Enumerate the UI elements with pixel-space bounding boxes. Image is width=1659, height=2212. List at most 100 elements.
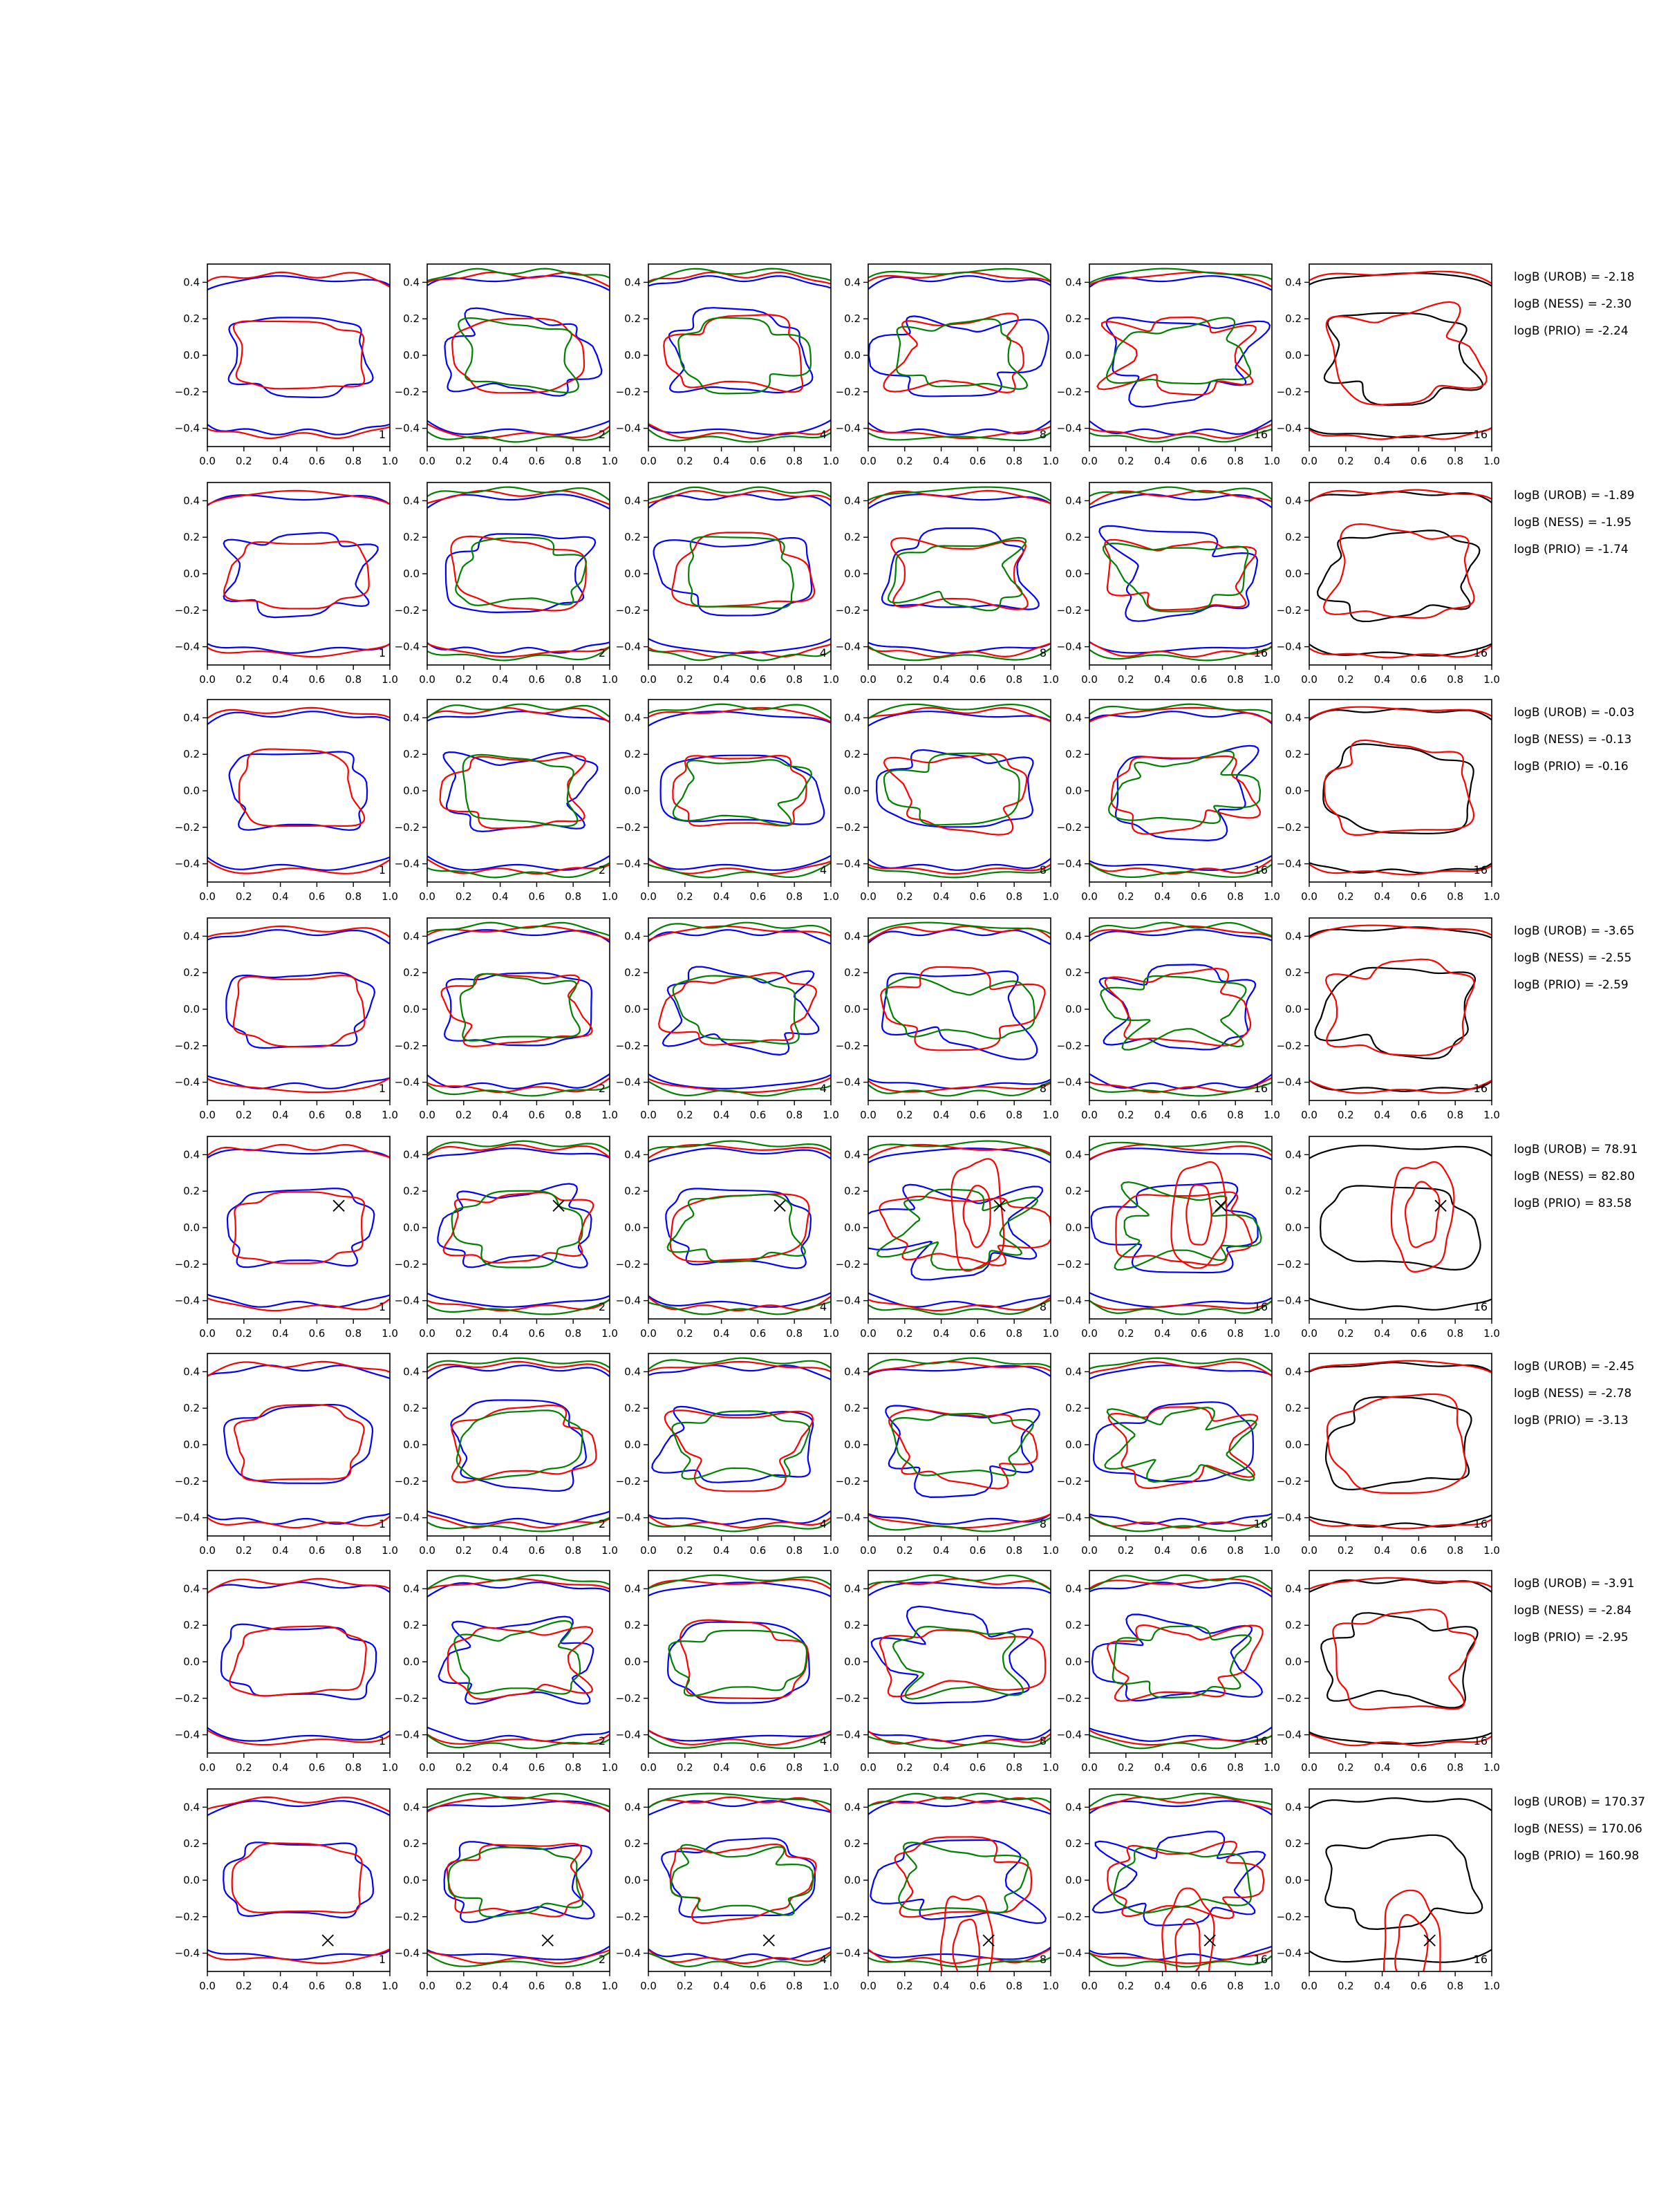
x-tick-label: 0.8	[345, 1544, 362, 1557]
contour-green	[648, 1140, 831, 1152]
x-tick-label: 0.6	[749, 1327, 766, 1340]
y-tick-label: 0.0	[403, 1438, 420, 1451]
x-marker	[993, 1199, 1006, 1212]
x-tick-label: 0.4	[1374, 1109, 1391, 1121]
x-tick-label: 1.0	[1483, 673, 1500, 686]
contour-red	[648, 1730, 831, 1746]
contour-red	[427, 1514, 610, 1529]
x-tick-label: 0.0	[860, 890, 877, 903]
contour-green	[898, 1841, 1029, 1913]
x-marker	[762, 1934, 775, 1947]
contour-green	[868, 1956, 1051, 1968]
panel-number: 2	[599, 1517, 606, 1530]
contour-red	[232, 974, 366, 1048]
contour-green	[648, 1733, 831, 1750]
contour-red	[451, 1404, 597, 1483]
panel-r3-c1: 1 0.0 0.2 0.4 0.6 0.8 1.0 0.4 0.2 0.0 −0.2 −0.4	[175, 699, 398, 903]
panel-contours	[1309, 1360, 1492, 1530]
x-tick-label: 0.6	[308, 1109, 325, 1121]
x-tick-label: 0.6	[308, 673, 325, 686]
x-tick-label: 1.0	[1042, 1761, 1059, 1774]
panel-contours	[207, 1143, 390, 1312]
contour-green	[868, 645, 1051, 662]
contour-black	[1309, 862, 1492, 874]
y-tick-label: −0.2	[836, 386, 861, 398]
contour-red	[1106, 1624, 1264, 1702]
panel-contours	[427, 1792, 610, 1968]
x-tick-label: 0.4	[1154, 1544, 1171, 1557]
y-tick-label: 0.0	[1065, 1874, 1082, 1886]
x-tick-label: 0.4	[713, 1980, 730, 1992]
panel-frame	[207, 263, 391, 447]
y-tick-label: 0.4	[624, 276, 641, 288]
x-marker	[552, 1199, 565, 1212]
panel-r2-c1: 1 0.0 0.2 0.4 0.6 0.8 1.0 0.4 0.2 0.0 −0.2 −0.4	[175, 482, 398, 686]
y-tick-label: −0.2	[1277, 1475, 1302, 1488]
x-tick-label: 0.6	[1190, 455, 1207, 467]
panel-r6-c1: 1 0.0 0.2 0.4 0.6 0.8 1.0 0.4 0.2 0.0 −0.2 −0.4	[175, 1353, 398, 1557]
contour-red	[427, 1949, 610, 1965]
y-tick-label: 0.2	[844, 1402, 861, 1414]
y-tick-label: 0.4	[844, 1365, 861, 1378]
contour-red	[1089, 1730, 1272, 1746]
x-tick-label: 0.2	[1118, 673, 1134, 686]
y-tick-label: −0.4	[1277, 1512, 1302, 1524]
y-tick-label: 0.0	[844, 1656, 861, 1668]
contour-green	[868, 268, 1051, 282]
panel-contours	[427, 486, 610, 662]
panel-contours	[1309, 1577, 1492, 1747]
x-tick-label: 0.8	[565, 1980, 581, 1992]
panel-r2-c3: 4 0.0 0.2 0.4 0.6 0.8 1.0 0.4 0.2 0.0 −0.2 −0.4	[616, 482, 839, 686]
y-tick-label: 0.2	[183, 966, 200, 979]
y-tick-label: −0.4	[616, 1947, 641, 1960]
panel-number: 1	[379, 1300, 386, 1313]
x-tick-label: 0.4	[272, 1327, 289, 1340]
x-tick-label: 0.2	[677, 673, 693, 686]
panel-frame	[1089, 917, 1273, 1101]
contour-green	[427, 1140, 610, 1155]
contour-red	[207, 426, 390, 440]
logb-annotation: logB (UROB) = -3.65	[1514, 924, 1635, 938]
x-tick-label: 0.4	[713, 673, 730, 686]
y-tick-label: −0.2	[836, 821, 861, 834]
x-tick-label: 0.0	[1081, 1544, 1098, 1557]
x-tick-label: 1.0	[1042, 1109, 1059, 1121]
x-tick-label: 1.0	[1264, 1109, 1280, 1121]
contour-red	[669, 1193, 810, 1263]
y-tick-label: 0.4	[183, 1801, 200, 1813]
contour-black	[1323, 312, 1483, 406]
x-tick-label: 0.0	[640, 1327, 657, 1340]
y-tick-label: −0.2	[395, 386, 420, 398]
x-tick-label: 0.8	[1227, 1544, 1244, 1557]
x-tick-label: 0.2	[1118, 1544, 1134, 1557]
x-tick-label: 0.2	[236, 455, 252, 467]
contour-green	[1089, 921, 1272, 937]
panel-r4-c6: 16 0.0 0.2 0.4 0.6 0.8 1.0 0.4 0.2 0.0 −0.2 −0.4	[1277, 917, 1500, 1121]
contour-blue	[207, 1949, 390, 1960]
contour-red	[207, 1143, 390, 1159]
x-tick-label: 0.2	[236, 1327, 252, 1340]
contour-red	[868, 642, 1051, 658]
y-tick-label: −0.2	[1057, 1258, 1082, 1271]
panel-r7-c4: 8 0.0 0.2 0.4 0.6 0.8 1.0 0.4 0.2 0.0 −0.2 −0.4	[836, 1570, 1059, 1774]
y-tick-label: −0.2	[1057, 1911, 1082, 1923]
panel-r5-c6: 16 0.0 0.2 0.4 0.6 0.8 1.0 0.4 0.2 0.0 −0.2 −0.4	[1277, 1136, 1500, 1340]
x-marker	[1203, 1934, 1216, 1947]
contour-green	[1105, 317, 1252, 385]
x-tick-label: 0.8	[345, 1980, 362, 1992]
y-tick-label: 0.2	[183, 1619, 200, 1631]
x-tick-label: 0.0	[1081, 1980, 1098, 1992]
x-tick-label: 0.0	[419, 1761, 435, 1774]
contour-black	[1309, 1362, 1492, 1373]
y-tick-label: 0.0	[183, 1221, 200, 1234]
contour-green	[1100, 975, 1247, 1051]
x-marker	[541, 1934, 554, 1947]
contour-red	[207, 1577, 390, 1594]
contour-blue	[207, 494, 390, 507]
contour-blue	[868, 315, 1049, 397]
y-tick-label: 0.0	[403, 1656, 420, 1668]
y-tick-label: 0.0	[844, 1003, 861, 1015]
y-tick-label: 0.2	[1285, 1837, 1302, 1850]
contour-red	[952, 1918, 980, 1971]
x-tick-label: 0.2	[1338, 1327, 1354, 1340]
